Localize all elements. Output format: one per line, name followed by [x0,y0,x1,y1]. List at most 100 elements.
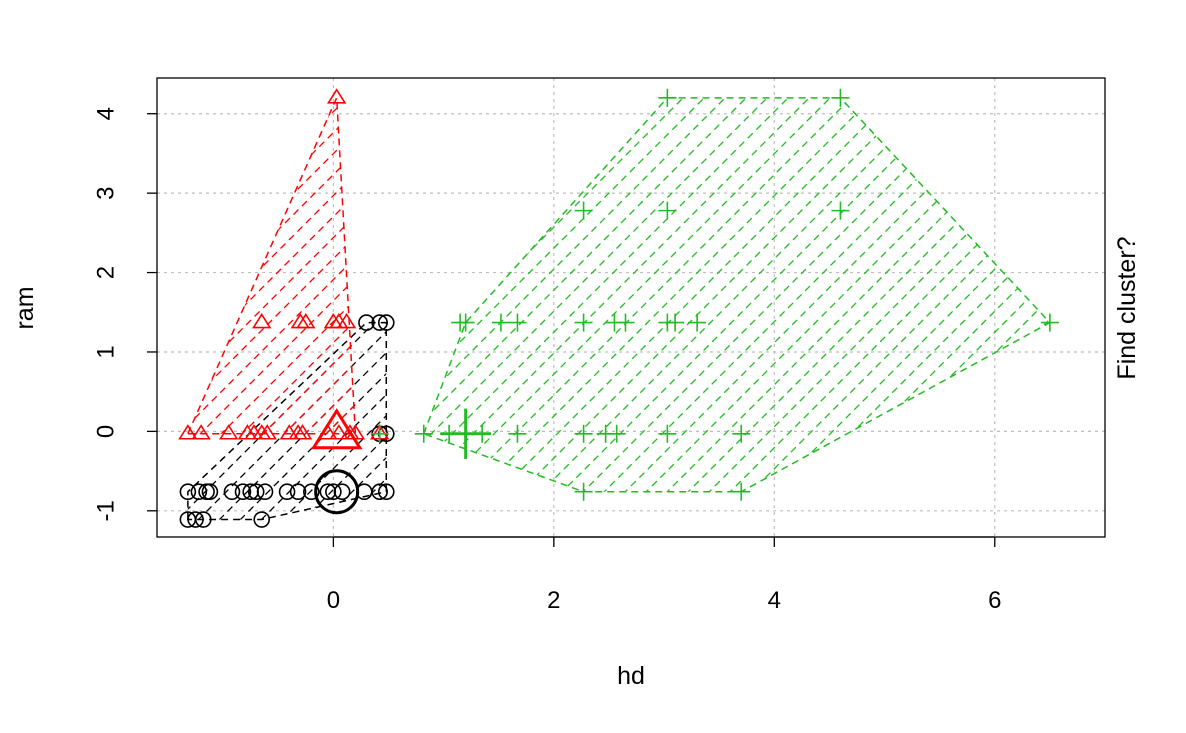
hatch-line [423,97,872,492]
hatch-line [187,322,387,520]
hatch-line [187,97,356,434]
hatch-line [187,322,387,520]
hatch-line [187,97,356,434]
y-tick-label: 2 [93,266,120,279]
hatch-line [187,322,387,520]
grid-lines [157,78,1105,537]
data-point [491,313,510,332]
data-point [303,483,320,501]
data-point [377,483,395,501]
hatch-line [621,97,1050,492]
cluster-centers [310,408,491,515]
hatch-line [0,78,388,537]
data-point [252,312,272,329]
data-point [336,312,357,329]
hatch-line [187,322,387,520]
hatch-line [432,97,893,492]
data-point [296,312,316,329]
hatch-line [423,97,767,492]
cluster-hull [422,97,1052,493]
data-point [508,424,527,443]
cluster-hull [187,321,388,521]
y-tick-label: 4 [93,107,120,120]
x-tick-label: 0 [327,587,340,614]
hatch-line [937,78,1186,537]
hatch-line [453,97,914,492]
hatch-line [187,97,356,434]
hatch-line [187,97,356,434]
hatch-line [516,97,977,492]
cluster-hatch [187,78,1186,537]
y-tick-label: -1 [93,500,120,521]
y-axis-title: ram [11,286,39,329]
hatch-line [663,97,1050,492]
data-point [247,483,265,501]
hatch-line [474,97,935,492]
data-point [377,314,395,331]
hatch-line [0,78,283,537]
cluster-center [314,469,360,515]
hatch-line [264,322,387,520]
data-point [371,314,388,331]
hatch-line [537,97,998,492]
hatch-line [684,97,1050,492]
y-tick-label: 3 [93,186,120,199]
data-point [658,201,677,220]
hatch-line [1168,78,1186,537]
x-tick-label: 6 [988,587,1001,614]
hatch-line [979,78,1186,537]
data-point [607,424,626,443]
data-point [831,88,850,107]
hatch-line [979,78,1186,537]
hatch-line [423,97,788,492]
data-point [234,483,252,501]
hatch-line [894,97,1050,492]
data-point [732,424,751,443]
data-point [456,313,475,332]
hatch-line [201,322,387,520]
hatch-line [1000,78,1186,537]
hatch-line [187,322,387,520]
hatch-line [187,97,356,434]
data-point [253,511,271,528]
hatch-line [957,97,1050,492]
cluster-hull [186,97,357,435]
hatch-line [187,97,284,434]
data-point [508,313,527,332]
data-point [666,313,685,332]
hatch-line [187,97,305,434]
hatch-line [423,97,431,492]
hatch-line [187,97,356,434]
data-point [371,483,388,501]
hatch-line [423,97,830,492]
hatch-line [1000,78,1186,537]
hatch-line [978,97,1050,492]
hatch-line [423,97,452,492]
data-point [414,424,433,443]
plot-frame [156,77,1106,538]
data-point [616,313,635,332]
data-point [292,424,313,440]
data-point [574,424,593,443]
hatch-line [937,78,1186,537]
data-point [574,482,593,501]
hatch-line [579,97,1040,492]
hatch-line [187,97,263,434]
cluster-hatch [187,78,1186,537]
hatch-line [0,78,325,537]
data-point [574,313,593,332]
hatch-line [306,322,387,520]
y-tick-label: 1 [93,345,120,358]
hatch-line [0,78,262,537]
hatch-line [187,97,347,434]
hatch-line [895,78,1186,537]
data-point [290,312,311,329]
hatch-line [495,97,956,492]
hatch-line [600,97,1050,492]
hatch-line [1168,78,1186,537]
hatch-line [1021,78,1186,537]
hatch-line [187,322,347,520]
data-point [732,482,751,501]
hatch-line [958,78,1186,537]
